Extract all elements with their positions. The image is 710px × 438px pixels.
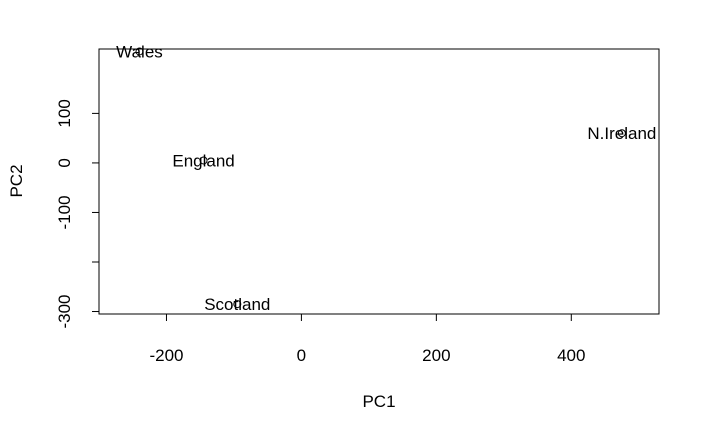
y-axis-title: PC2 [7,164,26,197]
point-label: Wales [116,42,163,61]
x-tick-label: -200 [149,346,183,365]
point-label: Scotland [204,295,270,314]
data-point [199,156,208,165]
labels-layer: Wales England Scotland N.Ireland [116,42,656,314]
data-point [233,300,242,309]
y-tick-label: 100 [55,99,74,127]
x-axis: -200 0 200 400 [149,313,585,365]
y-tick-label: -300 [55,295,74,329]
x-axis-title: PC1 [362,392,395,411]
x-tick-label: 0 [297,346,306,365]
point-label: England [172,151,234,170]
y-tick-label: 0 [55,158,74,167]
data-point [617,129,626,138]
data-point [135,47,144,56]
plot-frame [98,48,660,315]
x-tick-label: 200 [422,346,450,365]
y-axis: -300 -100 0 100 [55,99,100,329]
point-label: N.Ireland [587,124,656,143]
x-tick-label: 400 [557,346,585,365]
points-layer [135,47,626,309]
y-tick-label: -100 [55,195,74,229]
